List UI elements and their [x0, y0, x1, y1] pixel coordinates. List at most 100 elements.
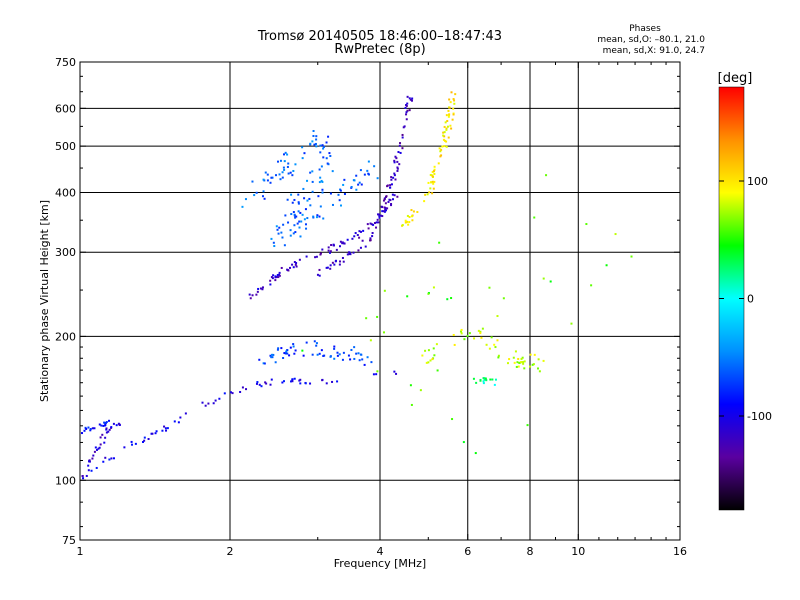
data-point [299, 211, 302, 214]
data-point [81, 474, 84, 477]
data-point [431, 170, 434, 173]
data-point [351, 237, 354, 240]
data-point [270, 176, 273, 179]
data-point [432, 347, 435, 350]
data-point [339, 260, 342, 263]
data-point [304, 382, 307, 385]
data-point [328, 152, 331, 155]
data-point [393, 172, 396, 175]
data-point [319, 144, 322, 147]
data-point [341, 241, 344, 244]
data-point [472, 377, 475, 380]
data-point [255, 293, 258, 296]
data-point [256, 381, 259, 384]
data-point [360, 353, 363, 356]
data-point [99, 443, 102, 446]
data-point [447, 115, 450, 118]
data-point [389, 184, 392, 187]
x-tick-label: 10 [571, 545, 585, 558]
data-point [369, 222, 372, 225]
data-point [281, 176, 284, 179]
y-tick-label: 100 [55, 474, 76, 487]
data-point [284, 352, 287, 355]
data-point [329, 192, 332, 195]
data-point [369, 339, 372, 342]
data-point [244, 198, 247, 201]
y-tick-label: 600 [55, 102, 76, 115]
data-point [255, 191, 258, 194]
data-point [112, 457, 115, 460]
data-point [450, 91, 453, 94]
data-point [435, 343, 438, 346]
data-point [448, 113, 451, 116]
data-point [452, 98, 455, 101]
data-point [271, 353, 274, 356]
data-point [245, 388, 248, 391]
data-point [335, 248, 338, 251]
data-point [320, 165, 323, 168]
data-point [341, 256, 344, 259]
data-point [155, 430, 158, 433]
data-point [212, 402, 215, 405]
data-point [449, 124, 452, 127]
data-point [358, 181, 361, 184]
data-point [341, 358, 344, 361]
data-point [270, 356, 273, 359]
data-point [393, 174, 396, 177]
data-point [318, 181, 321, 184]
data-point [531, 363, 534, 366]
data-point [533, 216, 536, 219]
data-point [147, 438, 150, 441]
data-point [85, 427, 88, 430]
data-point [300, 220, 303, 223]
data-point [292, 345, 295, 348]
data-point [163, 425, 166, 428]
data-point [309, 204, 312, 207]
data-point [292, 343, 295, 346]
data-point [329, 355, 332, 358]
data-point [290, 193, 293, 196]
data-point [406, 109, 409, 112]
data-point [350, 185, 353, 188]
data-point [399, 151, 402, 154]
data-point [309, 142, 312, 145]
data-point [392, 176, 395, 179]
data-point [87, 464, 90, 467]
data-point [93, 450, 96, 453]
data-point [545, 174, 548, 177]
data-point [394, 178, 397, 181]
data-point [352, 179, 355, 182]
data-point [287, 172, 290, 175]
data-point [383, 198, 386, 201]
data-point [318, 352, 321, 355]
x-axis-label: Frequency [MHz] [334, 557, 426, 570]
data-point [570, 322, 573, 325]
data-point [350, 348, 353, 351]
data-point [297, 210, 300, 213]
data-point [432, 182, 435, 185]
data-point [134, 442, 137, 445]
data-point [542, 277, 545, 280]
stats-x: mean, sd,X: 91.0, 24.7 [603, 46, 705, 56]
data-point [292, 211, 295, 214]
data-point [339, 188, 342, 191]
data-point [481, 327, 484, 330]
data-point [303, 197, 306, 200]
data-point [453, 343, 456, 346]
data-point [408, 221, 411, 224]
data-point [440, 154, 443, 157]
data-point [496, 339, 499, 342]
data-point [448, 106, 451, 109]
data-point [93, 427, 96, 430]
data-point [239, 390, 242, 393]
data-point [542, 359, 545, 362]
data-point [143, 439, 146, 442]
data-point [479, 330, 482, 333]
data-point [303, 218, 306, 221]
data-point [395, 372, 398, 375]
data-point [517, 365, 520, 368]
data-point [292, 266, 295, 269]
data-point [275, 174, 278, 177]
data-point [89, 429, 92, 432]
